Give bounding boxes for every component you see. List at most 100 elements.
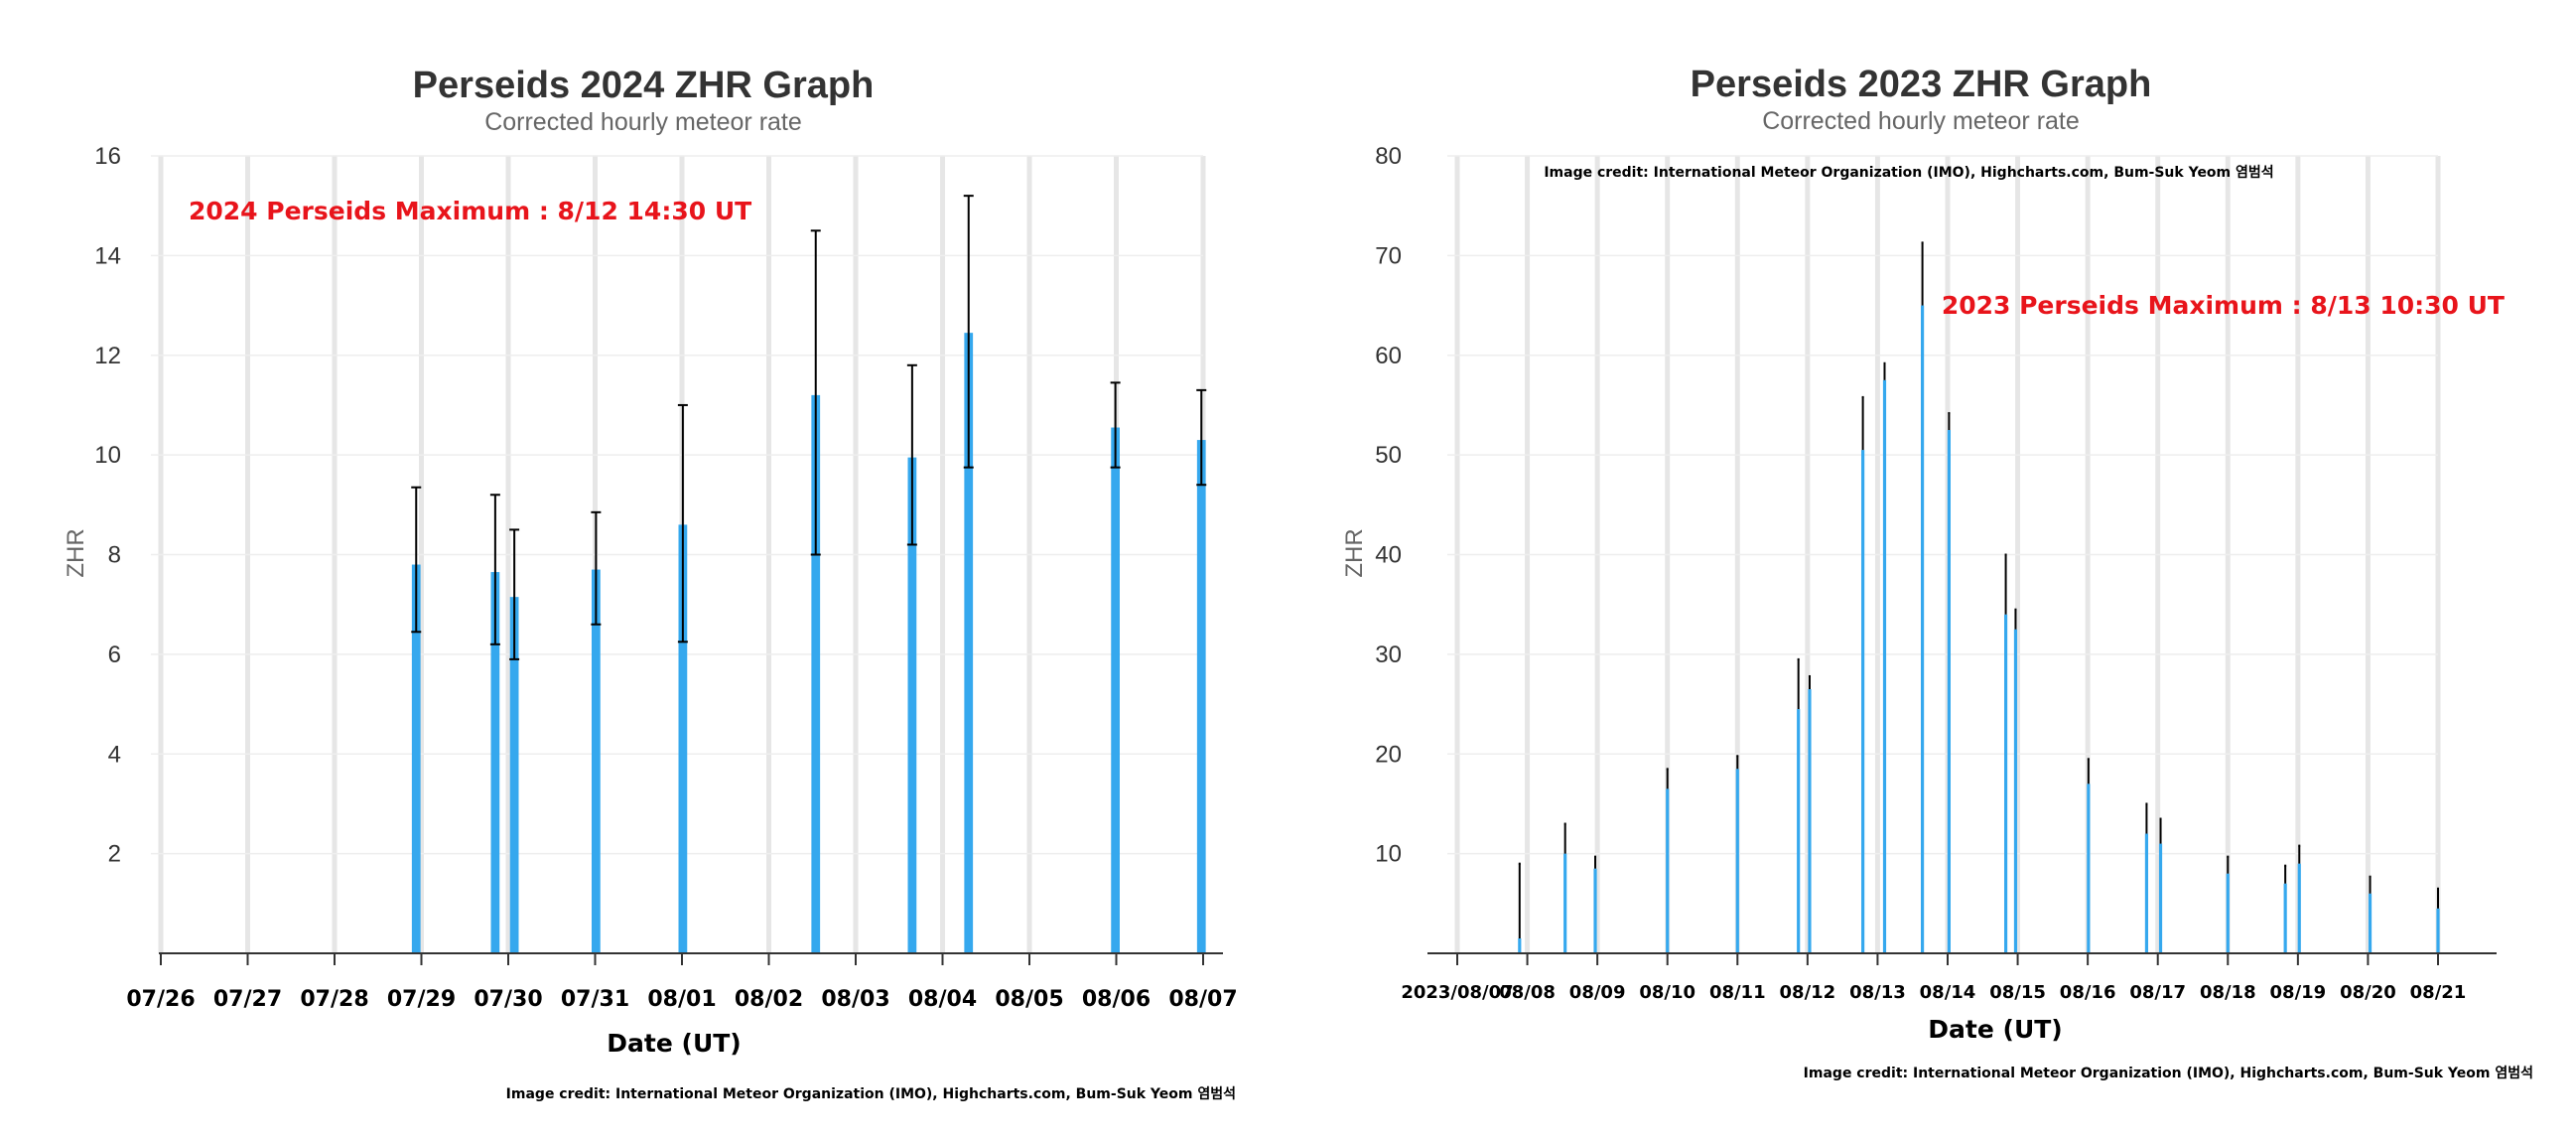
x-tick-label: 08/13 bbox=[1849, 982, 1906, 1003]
error-bar-series bbox=[411, 195, 1207, 660]
x-tick-label: 08/17 bbox=[2129, 982, 2186, 1003]
y-tick-label: 20 bbox=[1375, 741, 1402, 768]
bar-series bbox=[411, 333, 1206, 954]
zhr-bar bbox=[2158, 843, 2163, 953]
zhr-bar bbox=[1921, 305, 1925, 953]
zhr-bar bbox=[490, 572, 500, 953]
zhr-bar bbox=[2368, 893, 2373, 953]
image-credit: Image credit: International Meteor Organ… bbox=[506, 1086, 1236, 1102]
zhr-bar bbox=[592, 569, 601, 953]
x-tick-label: 08/05 bbox=[995, 987, 1063, 1012]
y-tick-label: 14 bbox=[94, 242, 121, 269]
x-tick-label: 08/14 bbox=[1920, 982, 1976, 1003]
x-axis-ticks: 07/26 07/27 07/28 07/29 07/30 07/31 08/01 08/02… bbox=[126, 953, 1238, 1012]
x-tick-label: 08/01 bbox=[647, 987, 716, 1012]
chart-panel-2024: Perseids 2024 ZHR Graph Corrected hourly… bbox=[63, 65, 1238, 1102]
x-tick-label: 08/21 bbox=[2410, 982, 2467, 1003]
y-tick-label: 8 bbox=[108, 542, 121, 569]
error-bar-series bbox=[1518, 241, 2439, 938]
image-credit-top: Image credit: International Meteor Organ… bbox=[1544, 165, 2273, 181]
x-tick-label: 08/11 bbox=[1709, 982, 1766, 1003]
zhr-bar bbox=[1797, 709, 1801, 953]
zhr-bar bbox=[2087, 784, 2091, 953]
zhr-bar bbox=[2144, 833, 2149, 953]
x-tick-label: 2023/08/07 bbox=[1401, 982, 1513, 1003]
chart-title: Perseids 2023 ZHR Graph bbox=[1691, 64, 2152, 105]
y-tick-label: 6 bbox=[108, 642, 121, 668]
maximum-annotation: 2023 Perseids Maximum : 8/13 10:30 UT bbox=[1942, 291, 2505, 320]
x-tick-label: 08/03 bbox=[821, 987, 889, 1012]
zhr-bar bbox=[1808, 689, 1812, 953]
bar-series bbox=[1518, 305, 2440, 953]
zhr-bar bbox=[1593, 868, 1597, 953]
x-tick-label: 08/02 bbox=[735, 987, 803, 1012]
y-tick-label: 50 bbox=[1375, 442, 1402, 469]
x-tick-label: 08/04 bbox=[908, 987, 977, 1012]
y-axis-ticks: 10 20 30 40 50 60 70 80 bbox=[1375, 143, 1402, 868]
zhr-bar bbox=[509, 597, 519, 953]
x-tick-label: 08/07 bbox=[1168, 987, 1237, 1012]
x-tick-label: 07/30 bbox=[474, 987, 542, 1012]
zhr-bar bbox=[1947, 430, 1951, 953]
zhr-bar bbox=[411, 564, 421, 953]
x-tick-label: 08/18 bbox=[2200, 982, 2256, 1003]
zhr-bar bbox=[964, 333, 974, 953]
zhr-bar bbox=[678, 524, 688, 953]
zhr-bar bbox=[2297, 863, 2301, 953]
chart-subtitle: Corrected hourly meteor rate bbox=[1762, 107, 2080, 135]
x-tick-label: 07/29 bbox=[387, 987, 456, 1012]
y-tick-label: 16 bbox=[94, 143, 121, 170]
zhr-bar bbox=[1666, 788, 1670, 953]
zhr-bar bbox=[1111, 427, 1120, 954]
y-tick-label: 2 bbox=[108, 841, 121, 868]
chart-panel-2023: Perseids 2023 ZHR Graph Corrected hourly… bbox=[1288, 0, 2576, 1142]
x-tick-label: 07/26 bbox=[126, 987, 195, 1012]
x-tick-label: 07/28 bbox=[300, 987, 368, 1012]
zhr-chart-2023: Perseids 2023 ZHR Graph Corrected hourly… bbox=[1341, 64, 2533, 1081]
zhr-bar bbox=[907, 457, 917, 953]
chart-subtitle: Corrected hourly meteor rate bbox=[484, 108, 802, 136]
x-tick-label: 07/27 bbox=[213, 987, 282, 1012]
x-tick-label: 08/19 bbox=[2270, 982, 2327, 1003]
zhr-bar bbox=[2436, 908, 2440, 953]
x-axis-label: Date (UT) bbox=[1928, 1015, 2062, 1044]
horizontal-grid bbox=[1447, 155, 2438, 855]
y-tick-label: 10 bbox=[1375, 841, 1402, 868]
y-axis-label: ZHR bbox=[1341, 528, 1368, 577]
y-tick-label: 70 bbox=[1375, 242, 1402, 269]
zhr-bar bbox=[1518, 937, 1522, 953]
zhr-bar bbox=[1861, 450, 1865, 953]
zhr-bar bbox=[1882, 379, 1887, 953]
y-tick-label: 40 bbox=[1375, 542, 1402, 569]
zhr-bar bbox=[2283, 883, 2287, 953]
zhr-bar bbox=[2003, 614, 2008, 953]
x-tick-label: 08/06 bbox=[1082, 987, 1151, 1012]
x-axis-label: Date (UT) bbox=[607, 1029, 741, 1058]
y-tick-label: 12 bbox=[94, 343, 121, 369]
x-tick-label: 08/20 bbox=[2340, 982, 2396, 1003]
x-tick-label: 07/31 bbox=[561, 987, 629, 1012]
zhr-bar bbox=[1735, 769, 1739, 953]
y-tick-label: 30 bbox=[1375, 642, 1402, 668]
y-tick-label: 80 bbox=[1375, 143, 1402, 170]
zhr-bar bbox=[1563, 853, 1567, 953]
y-tick-label: 4 bbox=[108, 741, 121, 768]
y-tick-label: 60 bbox=[1375, 343, 1402, 369]
zhr-bar bbox=[1196, 440, 1206, 954]
chart-title: Perseids 2024 ZHR Graph bbox=[413, 65, 875, 106]
y-axis-ticks: 2 4 6 8 10 12 14 16 bbox=[94, 143, 121, 868]
x-tick-label: 08/15 bbox=[1989, 982, 2046, 1003]
y-tick-label: 10 bbox=[94, 442, 121, 469]
zhr-chart-2024: Perseids 2024 ZHR Graph Corrected hourly… bbox=[63, 65, 1238, 1102]
zhr-bar bbox=[2226, 873, 2230, 953]
zhr-bar bbox=[811, 394, 821, 953]
x-tick-label: 08/10 bbox=[1639, 982, 1695, 1003]
x-tick-label: 08/12 bbox=[1780, 982, 1836, 1003]
horizontal-grid bbox=[151, 155, 1203, 855]
x-tick-label: 08/08 bbox=[1499, 982, 1556, 1003]
image-credit: Image credit: International Meteor Organ… bbox=[1804, 1066, 2533, 1081]
y-axis-label: ZHR bbox=[63, 528, 89, 577]
x-tick-label: 08/09 bbox=[1569, 982, 1626, 1003]
maximum-annotation: 2024 Perseids Maximum : 8/12 14:30 UT bbox=[189, 197, 751, 225]
